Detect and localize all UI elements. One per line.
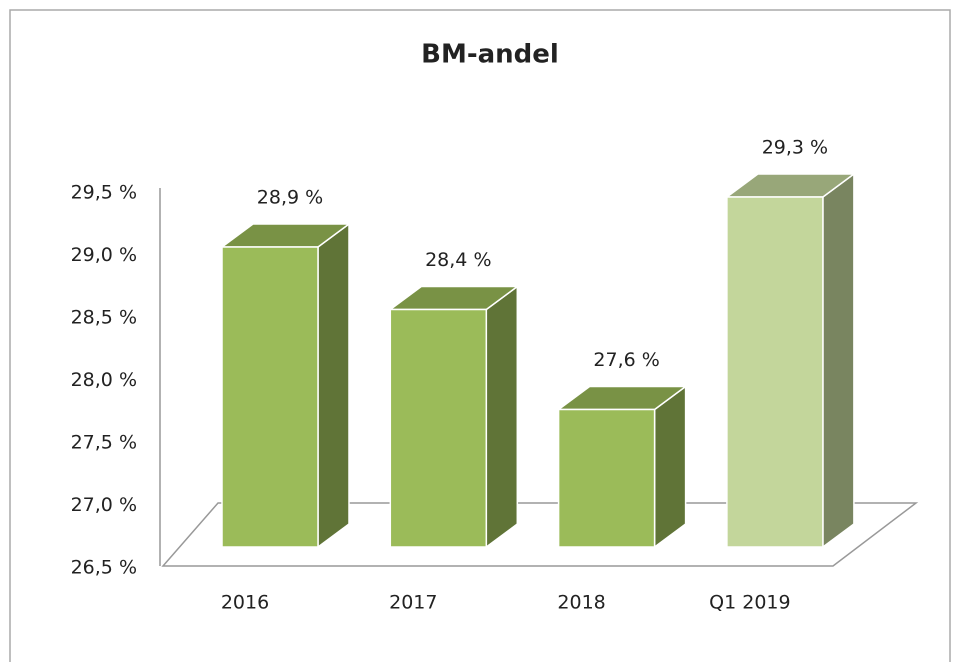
y-tick-label: 29,0 % [71,244,137,266]
x-tick-label: Q1 2019 [709,592,790,614]
bar-side [485,285,519,549]
data-label: 28,4 % [425,249,491,271]
data-label: 28,9 % [257,187,323,209]
bar [389,308,488,548]
bar [726,196,824,548]
bar [221,246,319,548]
x-tick-label: 2018 [557,592,605,614]
x-tick-label: 2017 [389,592,437,614]
y-tick-label: 26,5 % [71,557,137,579]
data-label: 29,3 % [762,137,828,159]
bar-side [653,385,687,549]
floor [161,502,919,567]
y-tick-label: 27,0 % [71,494,137,516]
y-tick-label: 28,0 % [71,369,137,391]
data-label: 27,6 % [593,349,659,371]
bar-side [317,222,350,549]
bar-side [822,172,855,549]
y-tick-label: 29,5 % [71,182,137,204]
chart-title: BM-andel [421,40,559,70]
y-tick-label: 28,5 % [71,307,137,329]
x-tick-label: 2016 [221,592,269,614]
y-tick-label: 27,5 % [71,432,137,454]
bar [557,408,656,548]
